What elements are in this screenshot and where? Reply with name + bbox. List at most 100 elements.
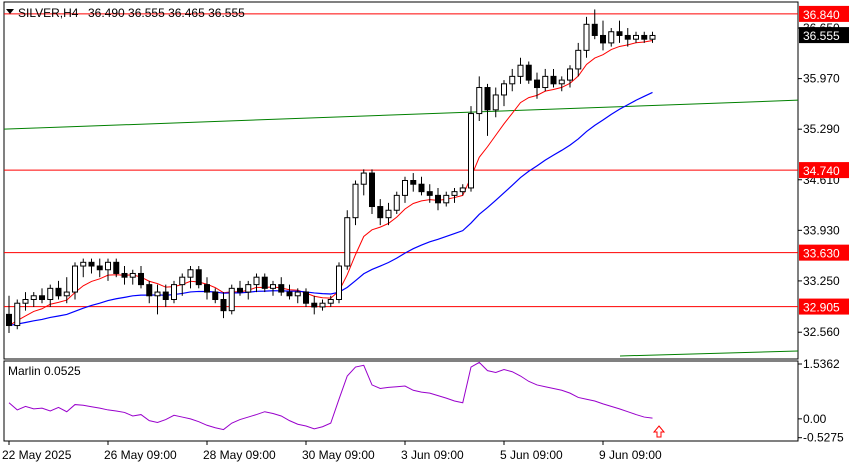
candle xyxy=(583,16,590,58)
candle xyxy=(608,28,615,47)
candle xyxy=(360,169,367,196)
indicator-axis: 1.5362 0.00 -0.5275 xyxy=(798,357,844,445)
candle xyxy=(179,273,186,296)
candle xyxy=(517,57,524,84)
candle xyxy=(220,292,227,319)
candle xyxy=(509,68,516,92)
candle xyxy=(525,61,532,84)
candle xyxy=(476,76,483,121)
price-tick-label: 33.250 xyxy=(803,274,840,288)
candle xyxy=(121,266,128,285)
level-price-tag xyxy=(799,162,849,179)
time-tick-label: 30 May 09:00 xyxy=(302,448,375,462)
price-tick-label: 35.970 xyxy=(803,72,840,86)
price-axis: 36.65035.97035.29034.61033.93033.25032.5… xyxy=(798,5,849,339)
time-tick-label: 28 May 09:00 xyxy=(203,448,276,462)
candle xyxy=(501,80,507,107)
signal-arrow-icon xyxy=(652,425,666,438)
indicator-tick-label: 1.5362 xyxy=(803,357,840,371)
candle xyxy=(204,277,210,300)
candle xyxy=(14,299,21,330)
candle xyxy=(550,68,557,88)
candle xyxy=(278,277,285,296)
current-price-tag xyxy=(799,27,849,44)
blue-moving-average xyxy=(8,91,653,327)
candle xyxy=(443,191,450,207)
candle xyxy=(47,284,54,307)
candle xyxy=(55,280,62,300)
candle xyxy=(575,42,582,77)
candle xyxy=(402,176,408,203)
candle xyxy=(327,295,334,307)
candle xyxy=(253,273,260,293)
candle xyxy=(600,20,606,51)
candle xyxy=(492,87,499,118)
candle xyxy=(344,210,351,270)
candle xyxy=(162,284,169,307)
time-tick-label: 5 Jun 09:00 xyxy=(500,448,563,462)
candle xyxy=(237,280,243,296)
candle xyxy=(426,184,433,203)
level-price-label: 33.630 xyxy=(803,247,840,261)
level-price-label: 34.740 xyxy=(803,164,840,178)
indicator-title: Marlin 0.0525 xyxy=(8,364,81,378)
candle xyxy=(319,299,326,311)
level-price-tag xyxy=(799,244,849,261)
candles xyxy=(6,9,656,333)
candle xyxy=(171,280,177,304)
candle xyxy=(146,280,153,304)
main-pane xyxy=(3,1,799,360)
ohlc-readout: 36.490 36.555 36.465 36.555 xyxy=(88,6,245,20)
candle xyxy=(72,262,78,300)
indicator-pane xyxy=(3,360,799,442)
candle xyxy=(261,273,268,293)
candle xyxy=(377,199,384,226)
candle xyxy=(286,284,293,300)
candle xyxy=(212,288,219,304)
candle xyxy=(385,202,392,226)
candle xyxy=(228,284,235,315)
support-resistance-levels xyxy=(4,13,798,308)
candle xyxy=(105,258,111,281)
candle xyxy=(410,173,417,192)
candle xyxy=(484,83,491,136)
candle xyxy=(336,262,342,304)
time-tick-label: 22 May 2025 xyxy=(2,448,72,462)
level-price-tag xyxy=(799,298,849,315)
candle xyxy=(641,31,648,43)
indicator-tick-label: 0.00 xyxy=(803,412,827,426)
candle xyxy=(624,28,631,47)
candle xyxy=(270,280,276,296)
marlin-line xyxy=(8,361,653,431)
candle xyxy=(418,176,425,196)
candle xyxy=(138,266,144,289)
candle xyxy=(542,68,549,92)
candle xyxy=(435,187,441,211)
price-tick-label: 33.930 xyxy=(803,223,840,237)
time-tick-label: 3 Jun 09:00 xyxy=(401,448,464,462)
level-price-label: 32.905 xyxy=(803,301,840,315)
candle xyxy=(88,258,95,274)
symbol-menu-icon[interactable] xyxy=(6,9,14,14)
candle xyxy=(6,295,12,333)
candle xyxy=(113,258,120,278)
time-tick-label: 9 Jun 09:00 xyxy=(599,448,662,462)
candle xyxy=(468,106,474,192)
candle xyxy=(459,184,466,196)
time-tick-label: 26 May 09:00 xyxy=(104,448,177,462)
symbol-label: SILVER,H4 xyxy=(18,6,79,20)
level-price-tag xyxy=(799,5,849,22)
price-tick-label: 35.290 xyxy=(803,122,840,136)
candle xyxy=(80,258,87,278)
time-axis: 22 May 2025 26 May 09:00 28 May 09:00 30 Ma… xyxy=(2,441,662,462)
price-tick-label: 32.560 xyxy=(803,325,840,339)
candle xyxy=(303,288,309,307)
indicator-tick-label: -0.5275 xyxy=(803,431,844,445)
candle xyxy=(96,258,103,278)
candle xyxy=(558,76,565,92)
candle xyxy=(187,266,194,289)
candle xyxy=(393,191,400,214)
candle xyxy=(633,31,639,43)
candle xyxy=(294,288,301,304)
